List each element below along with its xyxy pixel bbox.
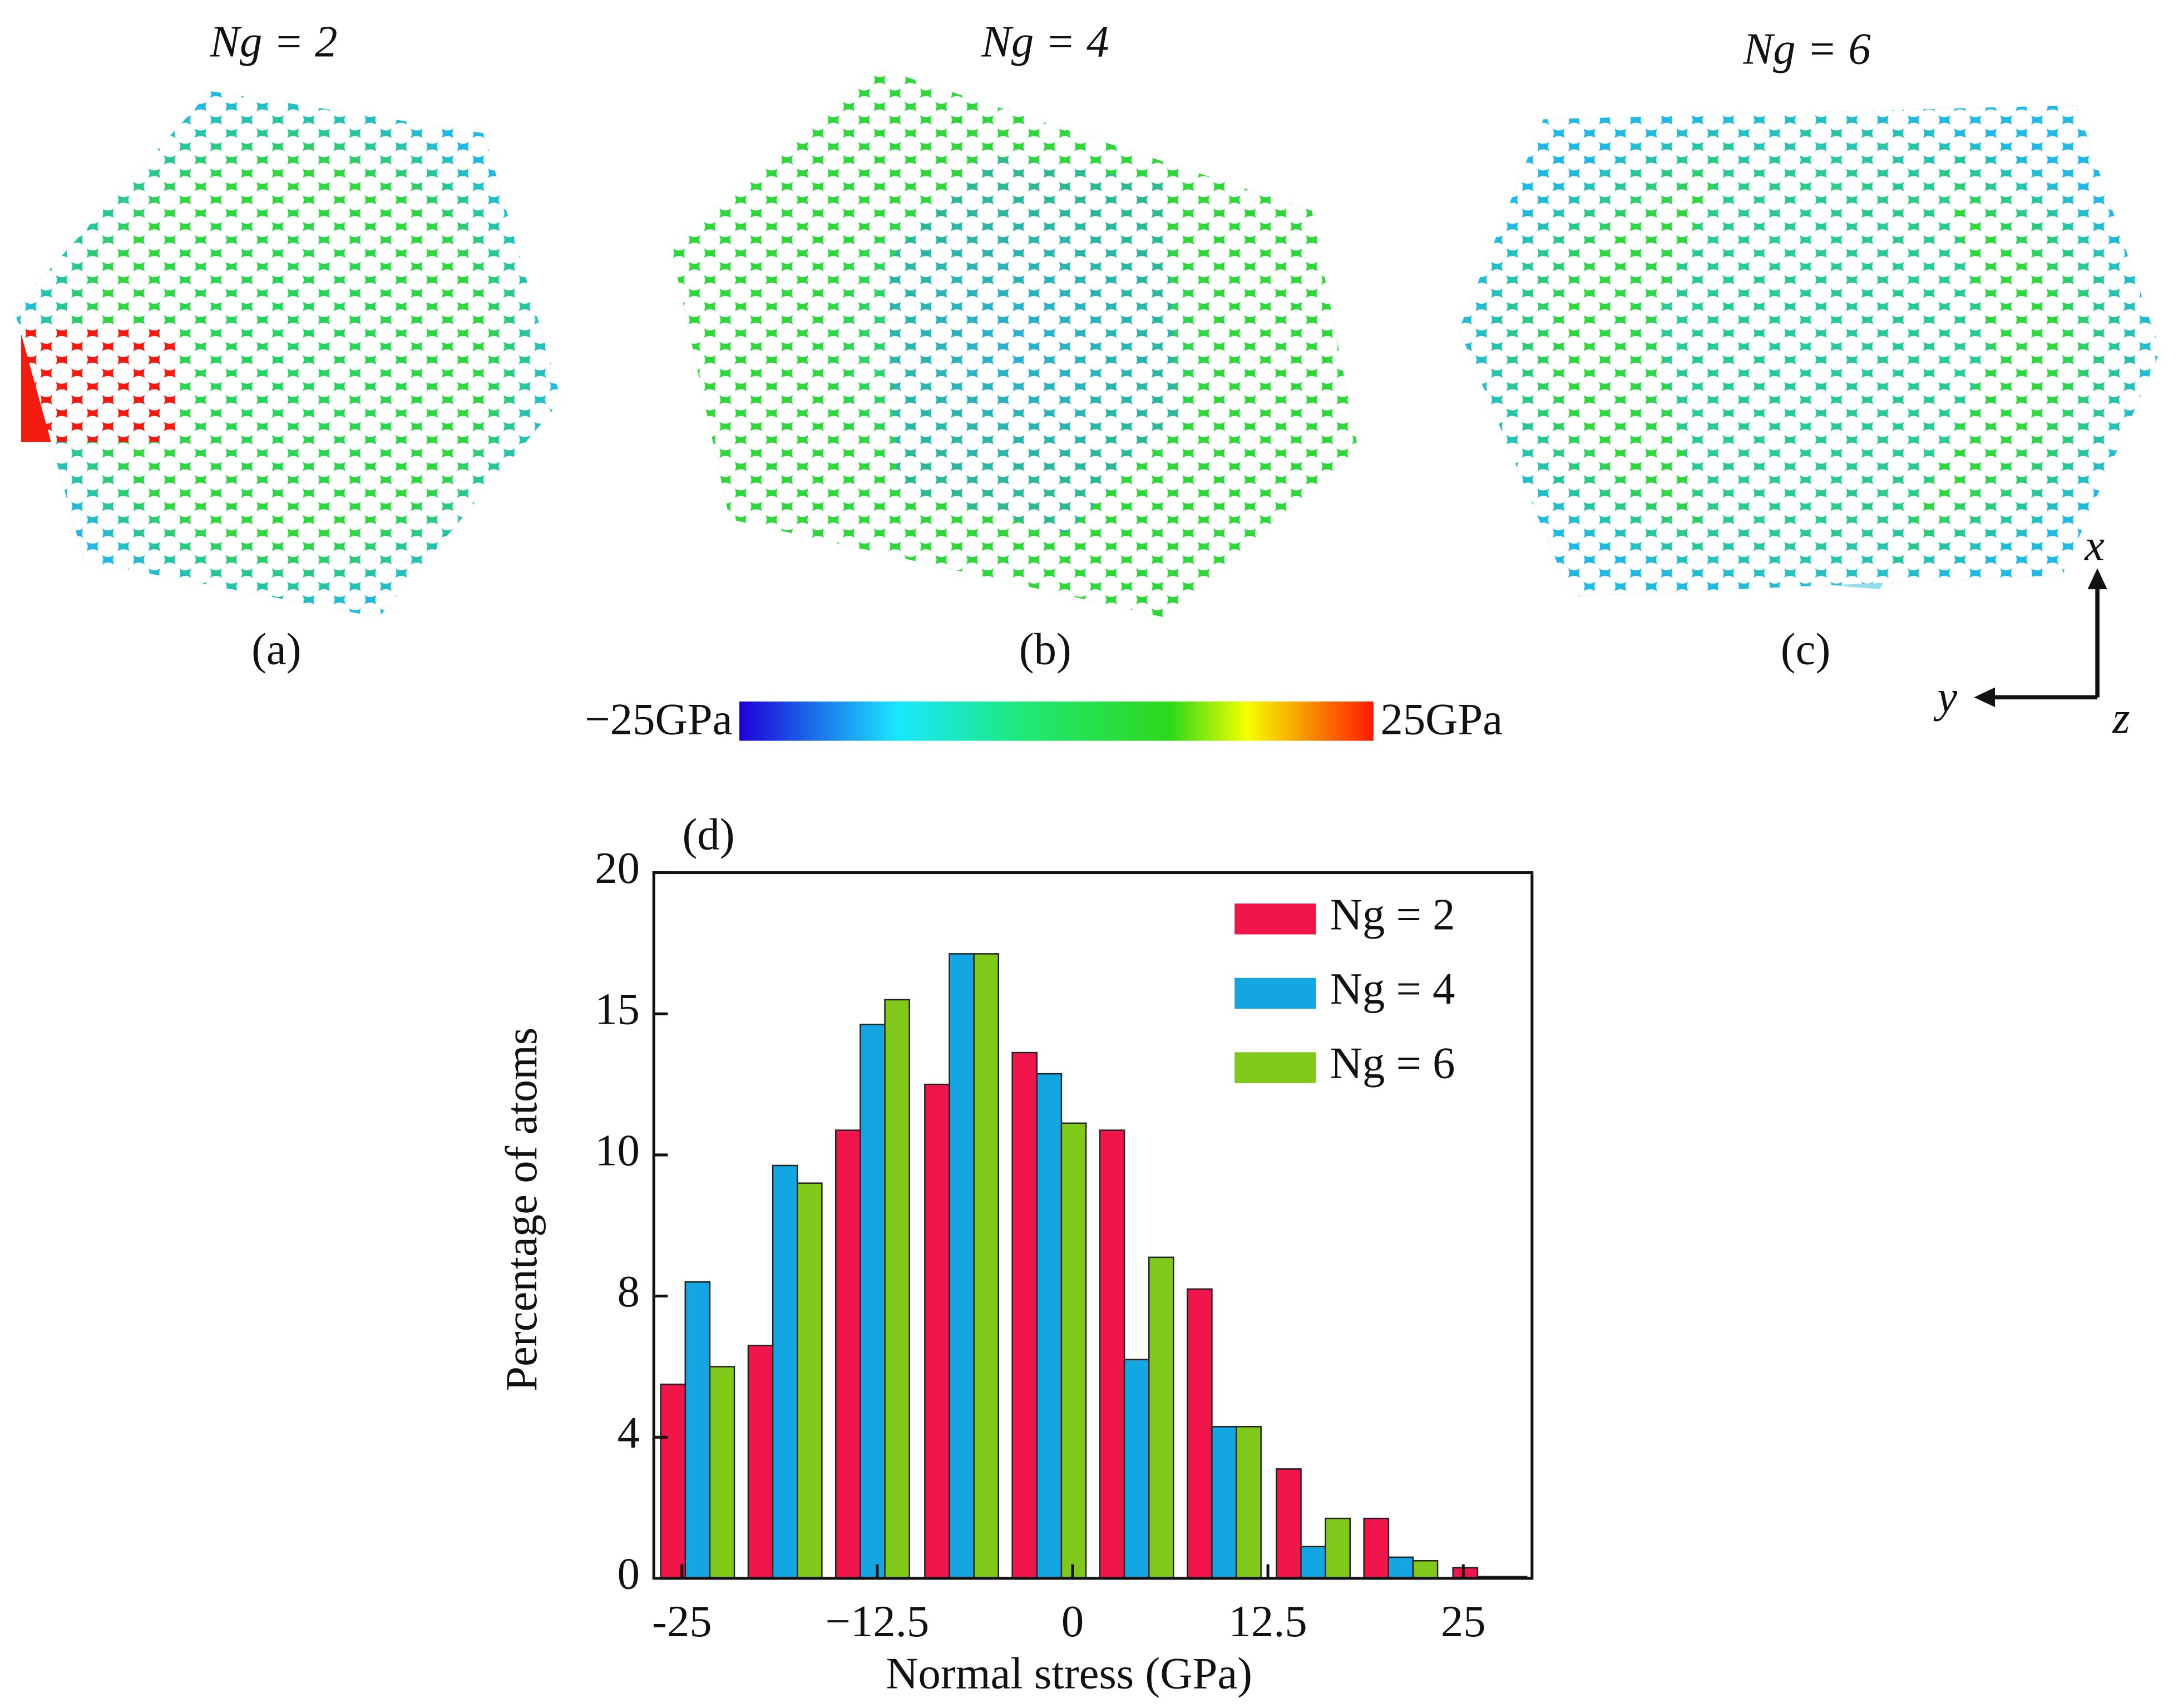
colorbar-max-label: 25GPa: [1380, 695, 1503, 744]
bar: [747, 1345, 774, 1579]
bar: [1060, 1122, 1087, 1579]
bar: [884, 999, 910, 1579]
colorbar-min-label: −25GPa: [585, 695, 732, 744]
panel-label: (c): [1781, 625, 1831, 674]
panel-title: Ng = 2: [209, 17, 337, 67]
bar: [709, 1366, 735, 1579]
bar: [1187, 1288, 1213, 1579]
legend-label: Ng = 6: [1330, 1039, 1455, 1088]
bar: [772, 1164, 798, 1579]
colorbar: [739, 701, 1374, 741]
bar: [684, 1281, 711, 1579]
y-tick-label: 4: [618, 1408, 640, 1458]
panel-label: (d): [683, 810, 735, 860]
bar: [1211, 1426, 1237, 1579]
bar: [1325, 1517, 1351, 1579]
arrow-head: [2087, 568, 2107, 590]
stress-map-b-holes: [670, 67, 1359, 618]
x-tick-label: 0: [1061, 1597, 1084, 1646]
bar: [973, 953, 1000, 1579]
bar: [1300, 1546, 1326, 1579]
stress-map-a-holes: [14, 91, 561, 618]
legend-swatch: [1234, 978, 1316, 1009]
panel-title: Ng = 4: [981, 17, 1109, 67]
x-tick-label: 12.5: [1229, 1597, 1307, 1646]
legend-swatch: [1234, 1052, 1316, 1083]
x-tick-label: -25: [652, 1597, 712, 1646]
bar: [860, 1023, 886, 1579]
legend-label: Ng = 4: [1330, 964, 1455, 1014]
stress-map-c-holes: [1459, 105, 2161, 596]
y-tick-label: 0: [618, 1549, 640, 1599]
legend-swatch: [1234, 904, 1316, 935]
bar: [1099, 1129, 1125, 1579]
y-tick-label: 20: [595, 843, 640, 893]
stress-maps: [14, 67, 2161, 618]
y-tick-label: 15: [595, 985, 640, 1034]
bar: [1363, 1517, 1390, 1579]
triad-x-label: x: [2084, 521, 2105, 570]
x-tick-label: 25: [1441, 1597, 1486, 1646]
bar: [1148, 1256, 1174, 1579]
bar: [924, 1083, 950, 1579]
x-tick-label: −12.5: [826, 1597, 930, 1646]
axes-triad: [1974, 568, 2107, 707]
bar: [1036, 1073, 1063, 1579]
panel-label: (a): [251, 625, 302, 674]
panel-title: Ng = 6: [1742, 24, 1870, 73]
bar: [1123, 1359, 1150, 1579]
bar: [1412, 1560, 1439, 1579]
legend-label: Ng = 2: [1330, 890, 1455, 939]
bar: [1452, 1567, 1479, 1579]
arrow-head: [1974, 687, 1996, 707]
triad-z-label: z: [2112, 693, 2130, 743]
bar: [835, 1129, 861, 1579]
bar: [1011, 1052, 1038, 1579]
bar: [796, 1182, 823, 1579]
panel-label: (b): [1019, 625, 1071, 674]
bar: [1276, 1468, 1302, 1579]
bar: [1387, 1556, 1414, 1579]
triad-y-label: y: [1933, 672, 1957, 722]
y-tick-label: 8: [618, 1267, 640, 1316]
bar: [1236, 1426, 1262, 1579]
y-tick-label: 10: [595, 1125, 640, 1175]
bar: [949, 953, 975, 1579]
x-axis-label: Normal stress (GPa): [886, 1649, 1252, 1699]
plot-frame: [652, 871, 1534, 1580]
y-axis-label: Percentage of atoms: [497, 1028, 546, 1391]
bar: [660, 1383, 686, 1579]
